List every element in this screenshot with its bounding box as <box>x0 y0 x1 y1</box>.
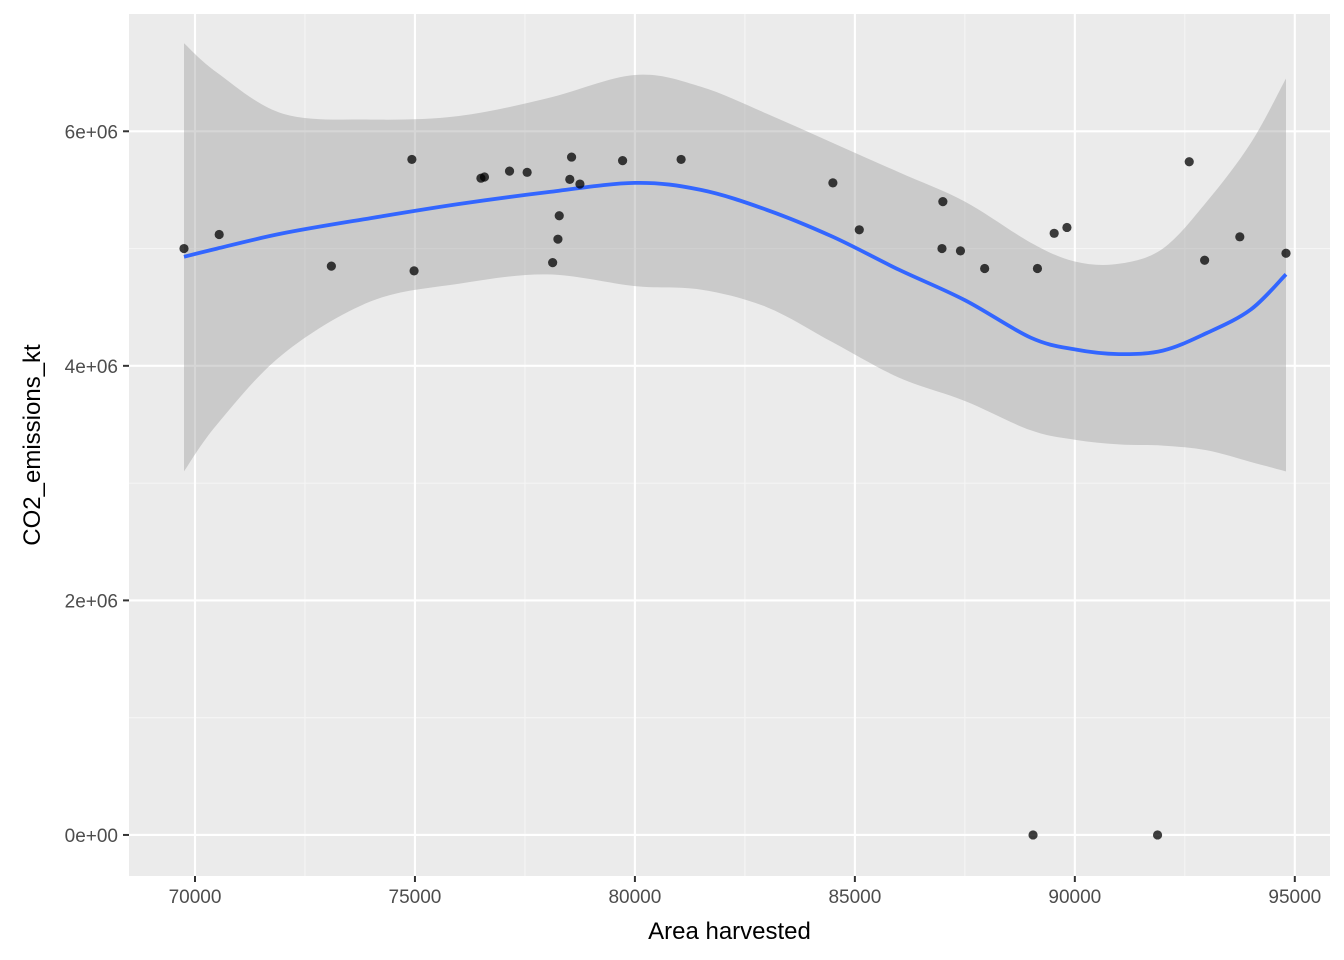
y-tick-label: 6e+06 <box>65 122 118 143</box>
data-point <box>179 243 189 254</box>
minor-gridlines <box>129 14 1330 876</box>
data-point <box>565 174 575 184</box>
data-point <box>409 266 419 276</box>
y-axis-title: CO2_emissions_kt <box>19 344 46 546</box>
x-tick-label: 80000 <box>608 887 661 908</box>
data-point <box>955 246 966 256</box>
data-point <box>575 179 585 189</box>
y-tick-label: 4e+06 <box>65 357 118 378</box>
x-tick-label: 85000 <box>828 887 881 908</box>
data-point <box>554 211 564 221</box>
y-axis: 0e+00 2e+06 4e+06 6e+06 <box>65 122 129 847</box>
data-points <box>179 152 1291 840</box>
data-point <box>1049 228 1059 238</box>
data-point <box>522 167 532 177</box>
data-point <box>1281 248 1291 258</box>
x-tick-label: 70000 <box>169 887 222 908</box>
x-tick-label: 90000 <box>1048 887 1101 908</box>
smooth-trend-line <box>183 180 1288 357</box>
data-point <box>1028 830 1038 840</box>
data-point <box>504 166 515 176</box>
data-point <box>617 155 628 166</box>
data-point <box>326 261 336 271</box>
x-tick-label: 95000 <box>1268 887 1321 908</box>
data-point <box>980 263 990 274</box>
data-point <box>479 172 490 182</box>
confidence-band <box>184 43 1286 472</box>
x-tick-label: 75000 <box>389 887 442 908</box>
x-axis-title: Area harvested <box>648 918 811 945</box>
data-point <box>1032 263 1043 274</box>
data-point <box>1235 232 1245 242</box>
data-point <box>1152 830 1163 840</box>
plot-panel <box>129 14 1330 876</box>
data-point <box>548 258 558 268</box>
data-point <box>854 225 864 235</box>
data-point <box>938 197 948 207</box>
major-gridlines <box>129 14 1330 876</box>
data-point <box>214 229 224 240</box>
data-point <box>1200 255 1210 265</box>
data-point <box>1184 157 1194 167</box>
data-point <box>676 154 686 165</box>
y-tick-label: 0e+00 <box>65 826 118 847</box>
data-point <box>828 178 838 188</box>
data-point <box>937 243 947 254</box>
y-tick-label: 2e+06 <box>65 591 118 612</box>
data-point <box>1062 222 1072 233</box>
data-point <box>407 154 417 165</box>
data-point <box>566 152 577 162</box>
x-axis: 70000 75000 80000 85000 90000 95000 <box>169 876 1321 908</box>
data-point <box>553 234 563 244</box>
